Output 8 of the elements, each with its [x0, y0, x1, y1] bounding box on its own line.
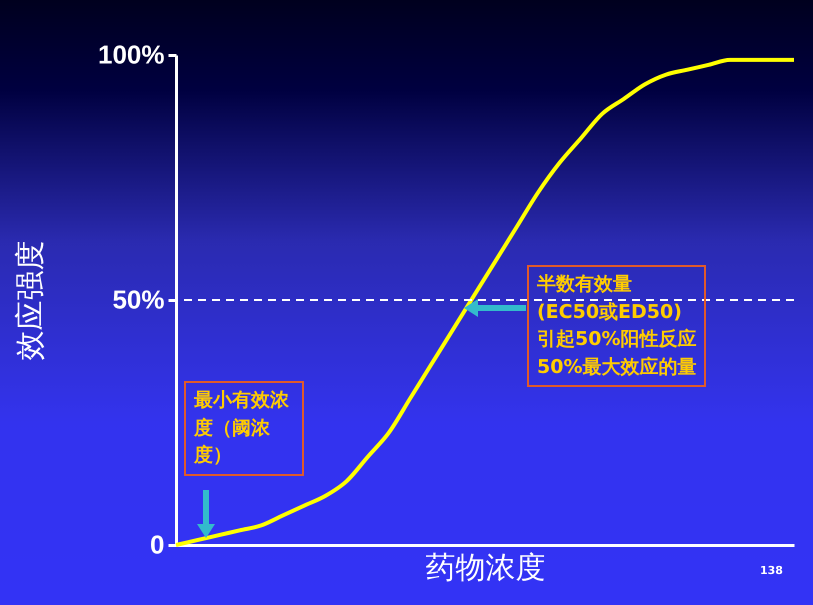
y-axis-title: 效应强度 [13, 240, 48, 360]
x-axis-title: 药物浓度 [426, 550, 546, 586]
annotation: 半数有效量 (EC50或ED50) 引起50%阳性反应 50%最大效应的量 [527, 265, 706, 388]
y-tick-label: 50% [112, 284, 164, 314]
y-tick-label: 100% [98, 40, 164, 70]
annotation: 最小有效浓度（阈浓度） [184, 381, 304, 476]
text: 138 [760, 563, 783, 579]
y-tick-label: 0 [150, 530, 164, 560]
